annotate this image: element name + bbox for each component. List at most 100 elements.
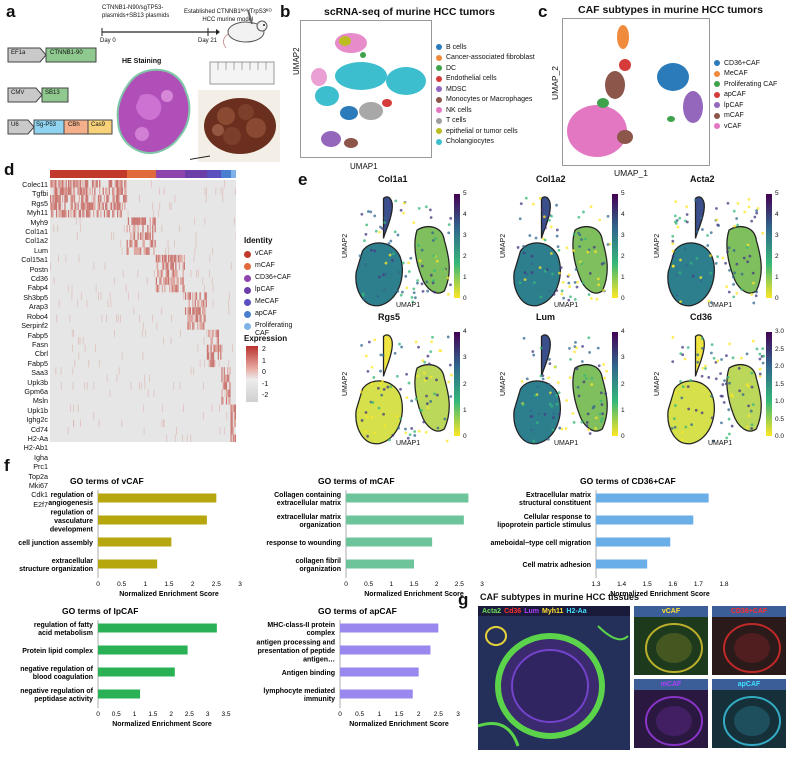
feature-ylabel: UMAP2: [500, 234, 507, 258]
go-xtick: 0: [96, 711, 100, 718]
go-bar: [340, 668, 419, 677]
heatmap-gene-label: Colec11: [0, 180, 48, 189]
heatmap-gene-label: Col1a2: [0, 236, 48, 245]
go-chart-title: GO terms of apCAF: [318, 606, 397, 616]
go-xtick: 1: [378, 711, 382, 718]
idbar-mecaf: [207, 170, 222, 178]
feature-colorbar-tick: 4: [463, 328, 467, 335]
expression-colorbar: [246, 346, 258, 402]
c-legend-dot: [714, 92, 720, 98]
heatmap-gene-label: Fabp5: [0, 331, 48, 340]
heatmap-gene-label: Cd74: [0, 425, 48, 434]
feature-colorbar-tick: 0: [463, 433, 467, 440]
if-small-title: vCAF: [634, 606, 708, 617]
feature-xlabel: UMAP1: [554, 302, 578, 309]
expression-tick: -2: [262, 390, 268, 402]
if-small-image: apCAF: [712, 679, 786, 748]
heatmap-identity-bar: [50, 170, 236, 178]
go-xtick: 2: [417, 711, 421, 718]
go-xtick: 1: [133, 711, 137, 718]
c-legend-item: lpCAF: [714, 100, 777, 111]
feature-colorbar-tick: 3: [621, 232, 625, 239]
go-xtick: 1.5: [394, 711, 403, 718]
go-xtick: 3: [456, 711, 460, 718]
b-legend-item: B cells: [436, 42, 535, 53]
c-legend-dot: [714, 123, 720, 129]
b-legend-label: B cells: [446, 44, 467, 51]
b-legend-item: Cholangiocytes: [436, 137, 535, 148]
heatmap-gene-label: Postn: [0, 265, 48, 274]
idbar-apcaf: [221, 170, 230, 178]
c-legend-dot: [714, 60, 720, 66]
identity-legend-label: lpCAF: [255, 286, 274, 294]
c-legend-label: mCAF: [724, 112, 744, 119]
b-legend-dot: [436, 86, 442, 92]
identity-legend-item: MeCAF: [244, 298, 304, 306]
idbar-lpcaf: [185, 170, 207, 178]
go-xtick: 1.8: [719, 581, 728, 588]
go-bar: [346, 494, 468, 503]
heatmap-gene-label: Upk1b: [0, 406, 48, 415]
feature-plot-title: Col1a1: [378, 174, 408, 184]
feature-colorbar: [454, 194, 460, 298]
mouse-illustration: [218, 4, 276, 54]
feature-colorbar-tick: 0: [621, 433, 625, 440]
panel-b-title: scRNA-seq of murine HCC tumors: [324, 6, 495, 18]
feature-colorbar-tick: 5: [775, 190, 779, 197]
go-xtick: 2: [169, 711, 173, 718]
c-legend-dot: [714, 102, 720, 108]
feature-xlabel: UMAP1: [396, 440, 420, 447]
idbar-prolif: [231, 170, 236, 178]
feature-colorbar-tick: 4: [463, 211, 467, 218]
feature-colorbar-tick: 1: [463, 407, 467, 414]
c-legend-item: mCAF: [714, 111, 777, 122]
expression-tick: 1: [262, 356, 268, 368]
c-legend-item: Proliferating CAF: [714, 79, 777, 90]
feature-colorbar-tick: 2.0: [775, 363, 784, 370]
heatmap-gene-label: H2-Ab1: [0, 443, 48, 452]
b-legend-label: MDSC: [446, 86, 467, 93]
go-term-label: ameboidal−type cell migration: [490, 540, 591, 547]
b-legend-dot: [436, 118, 442, 124]
feature-plot-title: Rgs5: [378, 312, 400, 322]
heatmap-gene-label: Serpinf2: [0, 321, 48, 330]
go-bar: [98, 690, 140, 699]
go-bar: [98, 516, 207, 525]
identity-legend-dot: [244, 323, 251, 330]
b-legend-label: T cells: [446, 117, 466, 124]
feature-xlabel: UMAP1: [708, 302, 732, 309]
feature-colorbar-tick: 3.0: [775, 328, 784, 335]
heatmap-gene-label: Col15a1: [0, 255, 48, 264]
go-bar: [340, 690, 413, 699]
b-legend-dot: [436, 97, 442, 103]
heatmap-gene-label: Fabp4: [0, 283, 48, 292]
construct-3-gene: Sg-P53: [36, 122, 56, 128]
b-legend-dot: [436, 76, 442, 82]
heatmap-gene-label: Cd36: [0, 274, 48, 283]
go-bar: [596, 560, 647, 569]
feature-colorbar-tick: 4: [621, 211, 625, 218]
feature-colorbar-tick: 1.0: [775, 398, 784, 405]
identity-legend-label: vCAF: [255, 250, 273, 258]
timeline-line1: CTNNB1-N90/sgTP53-: [102, 4, 169, 12]
b-legend-dot: [436, 44, 442, 50]
idbar-vcaf: [50, 170, 127, 178]
go-bar: [596, 494, 709, 503]
expression-tick: 0: [262, 367, 268, 379]
feature-xlabel: UMAP1: [554, 440, 578, 447]
if-small-title: mCAF: [634, 679, 708, 690]
c-legend-item: apCAF: [714, 90, 777, 101]
go-xtick: 1: [390, 581, 394, 588]
feature-ylabel: UMAP2: [500, 372, 507, 396]
